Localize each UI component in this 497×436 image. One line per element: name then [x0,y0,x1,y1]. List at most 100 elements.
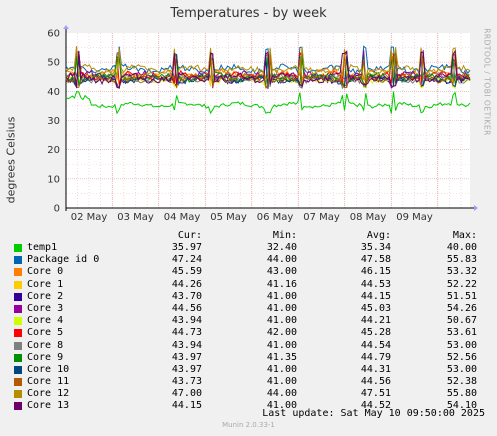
legend-max-value: 51.51 [446,290,477,302]
legend-min-value: 41.00 [266,302,297,314]
legend-max-value: 40.00 [446,242,477,253]
legend-avg-value: 47.51 [360,388,391,400]
legend-row: Core 13 44.15 41.00 44.52 54.10 [14,400,484,412]
legend-row: temp1 35.97 32.40 35.34 40.00 [14,242,484,254]
legend-avg-value: 44.56 [360,376,391,388]
legend-swatch [14,292,22,301]
legend-swatch [14,378,22,387]
legend-cur-value: 43.97 [171,363,202,375]
last-update: Last update: Sat May 10 09:50:00 2025 [262,408,485,419]
legend-max-value: 53.61 [446,327,477,339]
legend-max-value: 55.83 [446,254,477,266]
legend-avg-value: 44.15 [360,290,391,302]
y-tick-label: 0 [54,204,60,215]
legend-max-value: 53.00 [446,339,477,351]
legend-series-name: temp1 [27,242,58,253]
legend-cur-value: 43.73 [171,376,202,388]
legend-series-name: Core 12 [27,388,70,400]
series-line [65,52,471,90]
legend-avg-value: 44.53 [360,278,391,290]
legend-row: Core 11 43.73 41.00 44.56 52.38 [14,376,484,388]
legend-series-name: Package id 0 [27,254,100,266]
legend-swatch [14,280,22,289]
legend-avg-value: 44.31 [360,363,391,375]
legend-min-value: 41.00 [266,363,297,375]
legend-row: Core 4 43.94 41.00 44.21 50.67 [14,315,484,327]
legend: Cur: Min: Avg: Max: temp1 35.97 32.40 35.34… [14,229,484,413]
y-tick-label: 40 [47,87,60,98]
legend-swatch [14,353,22,362]
legend-avg-value: 47.58 [360,254,391,266]
legend-max-value: 52.56 [446,351,477,363]
legend-max-value: 54.26 [446,302,477,314]
y-tick-label: 20 [47,145,60,156]
legend-min-value: 42.00 [266,327,297,339]
legend-avg-value: 45.03 [360,302,391,314]
legend-row: Core 2 43.70 41.00 44.15 51.51 [14,291,484,303]
legend-series-name: Core 3 [27,302,64,314]
legend-cur-value: 44.26 [171,278,202,290]
legend-max-value: 52.22 [446,278,477,290]
legend-cur-value: 44.56 [171,302,202,314]
legend-series-name: Core 5 [27,327,64,339]
y-tick-label: 10 [47,174,60,185]
legend-avg-value: 46.15 [360,266,391,278]
y-tick-label: 50 [47,58,60,69]
legend-cur-value: 35.97 [171,242,202,253]
legend-max-value: 52.38 [446,376,477,388]
legend-avg-value: 44.79 [360,351,391,363]
legend-min-value: 41.00 [266,339,297,351]
legend-avg-value: 35.34 [360,242,391,253]
x-tick-label: 05 May [210,212,247,223]
header-min: Min: [272,230,297,241]
legend-min-value: 44.00 [266,388,297,400]
legend-avg-value: 44.21 [360,315,391,327]
x-tick-label: 04 May [164,212,201,223]
x-axis-arrow [474,205,478,211]
legend-cur-value: 43.97 [171,351,202,363]
legend-swatch [14,329,22,338]
legend-swatch [14,341,22,350]
legend-series-name: Core 9 [27,351,64,363]
legend-series-name: Core 2 [27,290,64,302]
legend-series-name: Core 4 [27,315,64,327]
series-line [65,55,471,89]
x-tick-label: 08 May [350,212,387,223]
legend-row: Core 3 44.56 41.00 45.03 54.26 [14,303,484,315]
legend-series-name: Core 1 [27,278,64,290]
header-avg: Avg: [366,230,391,241]
legend-row: Core 0 45.59 43.00 46.15 53.32 [14,266,484,278]
legend-header: Cur: Min: Avg: Max: [14,229,484,242]
legend-swatch [14,365,22,374]
series-line [65,45,471,81]
header-cur: Cur: [177,230,202,241]
y-tick-label: 60 [47,29,60,40]
legend-min-value: 32.40 [266,242,297,253]
legend-cur-value: 43.70 [171,290,202,302]
legend-cur-value: 45.59 [171,266,202,278]
x-tick-label: 07 May [303,212,340,223]
legend-min-value: 41.16 [266,278,297,290]
munin-version: Munin 2.0.33-1 [222,421,275,429]
legend-swatch [14,402,22,411]
legend-series-name: Core 10 [27,363,70,375]
legend-min-value: 41.00 [266,315,297,327]
legend-min-value: 44.00 [266,254,297,266]
legend-cur-value: 47.24 [171,254,202,266]
legend-row: Core 1 44.26 41.16 44.53 52.22 [14,279,484,291]
legend-series-name: Core 0 [27,266,64,278]
x-tick-label: 06 May [257,212,294,223]
series-line [65,49,471,89]
legend-min-value: 41.00 [266,376,297,388]
y-tick-label: 30 [47,116,60,127]
legend-swatch [14,390,22,399]
legend-swatch [14,256,22,265]
legend-avg-value: 44.52 [360,400,391,412]
legend-max-value: 50.67 [446,315,477,327]
legend-max-value: 53.00 [446,363,477,375]
legend-series-name: Core 13 [27,400,70,412]
legend-swatch [14,244,22,252]
legend-swatch [14,304,22,313]
legend-series-name: Core 8 [27,339,64,351]
legend-max-value: 55.80 [446,388,477,400]
